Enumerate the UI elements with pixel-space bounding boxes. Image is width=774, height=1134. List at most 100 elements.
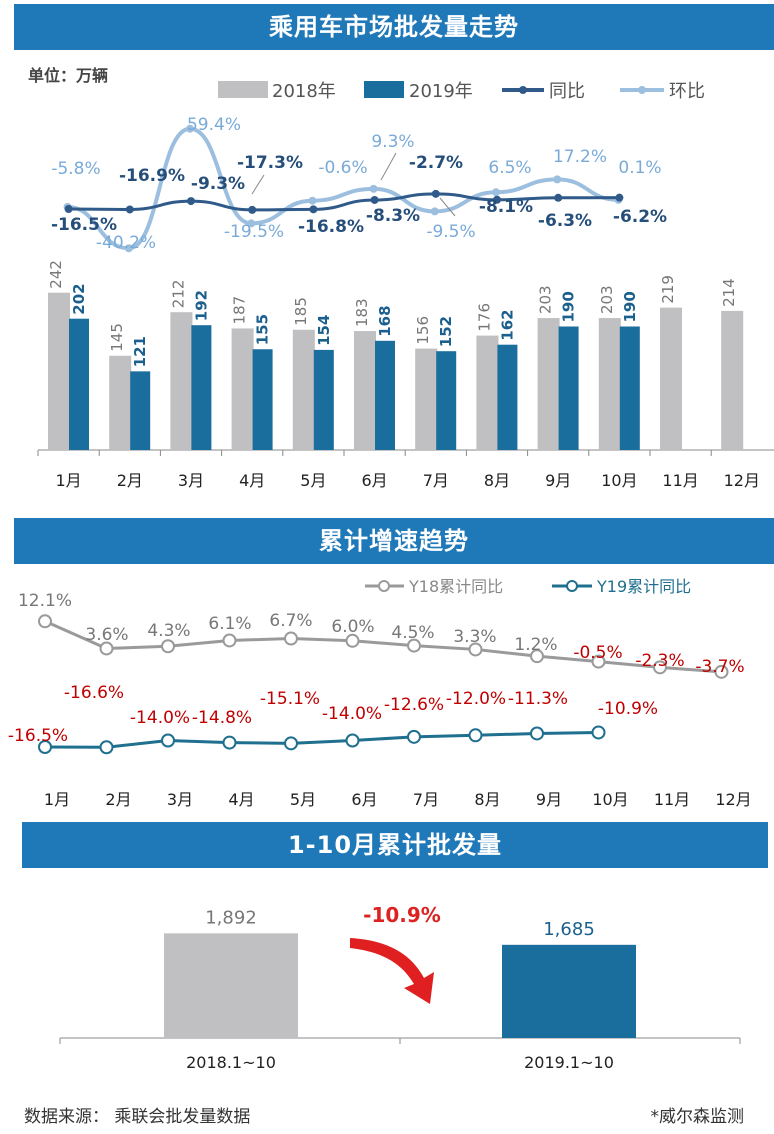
yoy-point xyxy=(125,205,134,214)
y18-label: 6.0% xyxy=(331,617,374,637)
y18-label: 12.1% xyxy=(18,591,72,611)
x-tick-label: 8月 xyxy=(474,790,500,809)
ytd-category-label: 2018.1~10 xyxy=(186,1053,276,1072)
y18-label: -2.3% xyxy=(635,651,684,671)
mom-label: 9.3% xyxy=(371,132,414,152)
y19-point xyxy=(161,733,175,748)
x-tick-label: 11月 xyxy=(662,471,698,490)
bar-label-2019: 168 xyxy=(376,305,394,336)
y18-line xyxy=(44,619,722,674)
yoy-point xyxy=(64,205,73,213)
chart-monthly-wholesale: 单位：万辆 2018年 2019年 同比 环比 1月 242 202 2月 145 121 3月 212… xyxy=(28,66,774,490)
y18-label: -3.7% xyxy=(695,657,744,677)
y19-point xyxy=(530,726,544,741)
legend-label-2019: 2019年 xyxy=(409,81,473,102)
legend-marker-y19 xyxy=(566,580,578,592)
bar-2019 xyxy=(375,340,395,450)
mom-point xyxy=(492,188,500,197)
bar-2019 xyxy=(619,326,640,450)
x-tick-label: 5月 xyxy=(300,471,326,490)
bar-label-2019: 202 xyxy=(70,283,88,314)
ytd-category-label: 2019.1~10 xyxy=(524,1053,614,1072)
x-tick-label: 1月 xyxy=(56,471,82,490)
x-tick-label: 5月 xyxy=(290,790,316,809)
mom-point xyxy=(124,244,133,253)
y18-point xyxy=(99,641,114,656)
y18-label: 6.7% xyxy=(269,611,312,631)
title-banner-ytd-wholesale: 1-10月累计批发量 xyxy=(22,822,768,868)
yoy-point xyxy=(615,193,624,202)
y19-line xyxy=(44,730,599,749)
bar-label-2019: 190 xyxy=(621,291,639,322)
mom-label: 6.5% xyxy=(488,158,531,178)
yoy-label: -16.8% xyxy=(298,217,364,237)
bar-label-2018: 242 xyxy=(47,260,65,289)
y18-label: -0.5% xyxy=(573,643,622,663)
y18-label: 1.2% xyxy=(514,635,557,655)
yoy-label: -9.3% xyxy=(191,174,245,194)
bar-2018 xyxy=(354,331,376,450)
y18-point xyxy=(653,660,667,675)
bar-label-2019: 190 xyxy=(560,291,578,322)
mom-point xyxy=(186,124,194,133)
bar-2018 xyxy=(537,318,560,450)
x-tick-label: 10月 xyxy=(601,471,637,490)
y19-label: -16.6% xyxy=(64,683,124,703)
y19-point xyxy=(284,736,298,751)
bar-label-2019: 121 xyxy=(131,336,149,367)
y19-label: -11.3% xyxy=(508,689,568,709)
y18-point xyxy=(530,649,544,664)
legend-label-y19: Y19累计同比 xyxy=(596,577,691,596)
bar-2018 xyxy=(109,355,132,450)
x-tick-label: 12月 xyxy=(724,471,760,490)
y18-point xyxy=(161,639,175,654)
y19-label: -12.6% xyxy=(384,695,444,715)
mom-label: 59.4% xyxy=(187,115,241,135)
x-tick-label: 7月 xyxy=(413,790,439,809)
unit-label: 单位：万辆 xyxy=(28,66,108,85)
y19-label: -15.1% xyxy=(260,689,320,709)
y18-point xyxy=(38,614,52,629)
y19-point xyxy=(345,733,360,748)
yoy-label: -16.5% xyxy=(51,215,117,235)
bar-2018 xyxy=(476,335,499,450)
bar-2018 xyxy=(48,292,70,450)
x-tick-label: 8月 xyxy=(484,471,510,490)
yoy-point xyxy=(493,195,501,204)
y19-point xyxy=(99,740,114,755)
x-tick-label: 9月 xyxy=(545,471,571,490)
yoy-point xyxy=(431,189,440,198)
yoy-label: -17.3% xyxy=(237,153,303,173)
y18-label: 3.6% xyxy=(85,625,128,645)
bar-2019 xyxy=(313,349,334,450)
yoy-label: -16.9% xyxy=(119,166,185,186)
bar-label-2018: 183 xyxy=(353,298,371,327)
chart-cumulative-growth: Y18累计同比 Y19累计同比 12.1% 3.6% 4.3% 6.1% 6.7% 6.0% 4… xyxy=(8,577,752,809)
y19-point xyxy=(468,728,483,743)
y18-point xyxy=(407,638,421,653)
y19-label: -14.8% xyxy=(192,708,252,728)
bar-2018 xyxy=(415,348,438,450)
bar-label-2019: 154 xyxy=(315,315,333,346)
y18-point xyxy=(591,654,606,669)
bar-2018 xyxy=(170,312,193,450)
legend-marker-y18 xyxy=(378,580,390,592)
mom-label: -0.6% xyxy=(318,158,367,178)
bar-label-2019: 155 xyxy=(254,314,272,345)
mom-point xyxy=(369,184,378,193)
data-source-note: 数据来源： 乘联会批发量数据 xyxy=(24,1107,251,1127)
mom-label: -9.5% xyxy=(426,222,475,242)
ytd-bar-label: 1,685 xyxy=(543,919,595,940)
x-tick-label: 11月 xyxy=(654,790,690,809)
mom-point xyxy=(553,175,562,184)
yoy-label: -8.3% xyxy=(366,206,420,226)
y18-label: 4.3% xyxy=(147,621,190,641)
x-tick-label: 2月 xyxy=(105,790,131,809)
bar-2018 xyxy=(292,329,315,450)
x-tick-label: 1月 xyxy=(44,790,70,809)
y19-point xyxy=(407,729,421,744)
chart2-title: 累计增速趋势 xyxy=(319,527,469,555)
leader-line xyxy=(439,197,456,217)
x-tick-label: 12月 xyxy=(715,790,751,809)
legend-label-mom: 环比 xyxy=(669,81,705,102)
